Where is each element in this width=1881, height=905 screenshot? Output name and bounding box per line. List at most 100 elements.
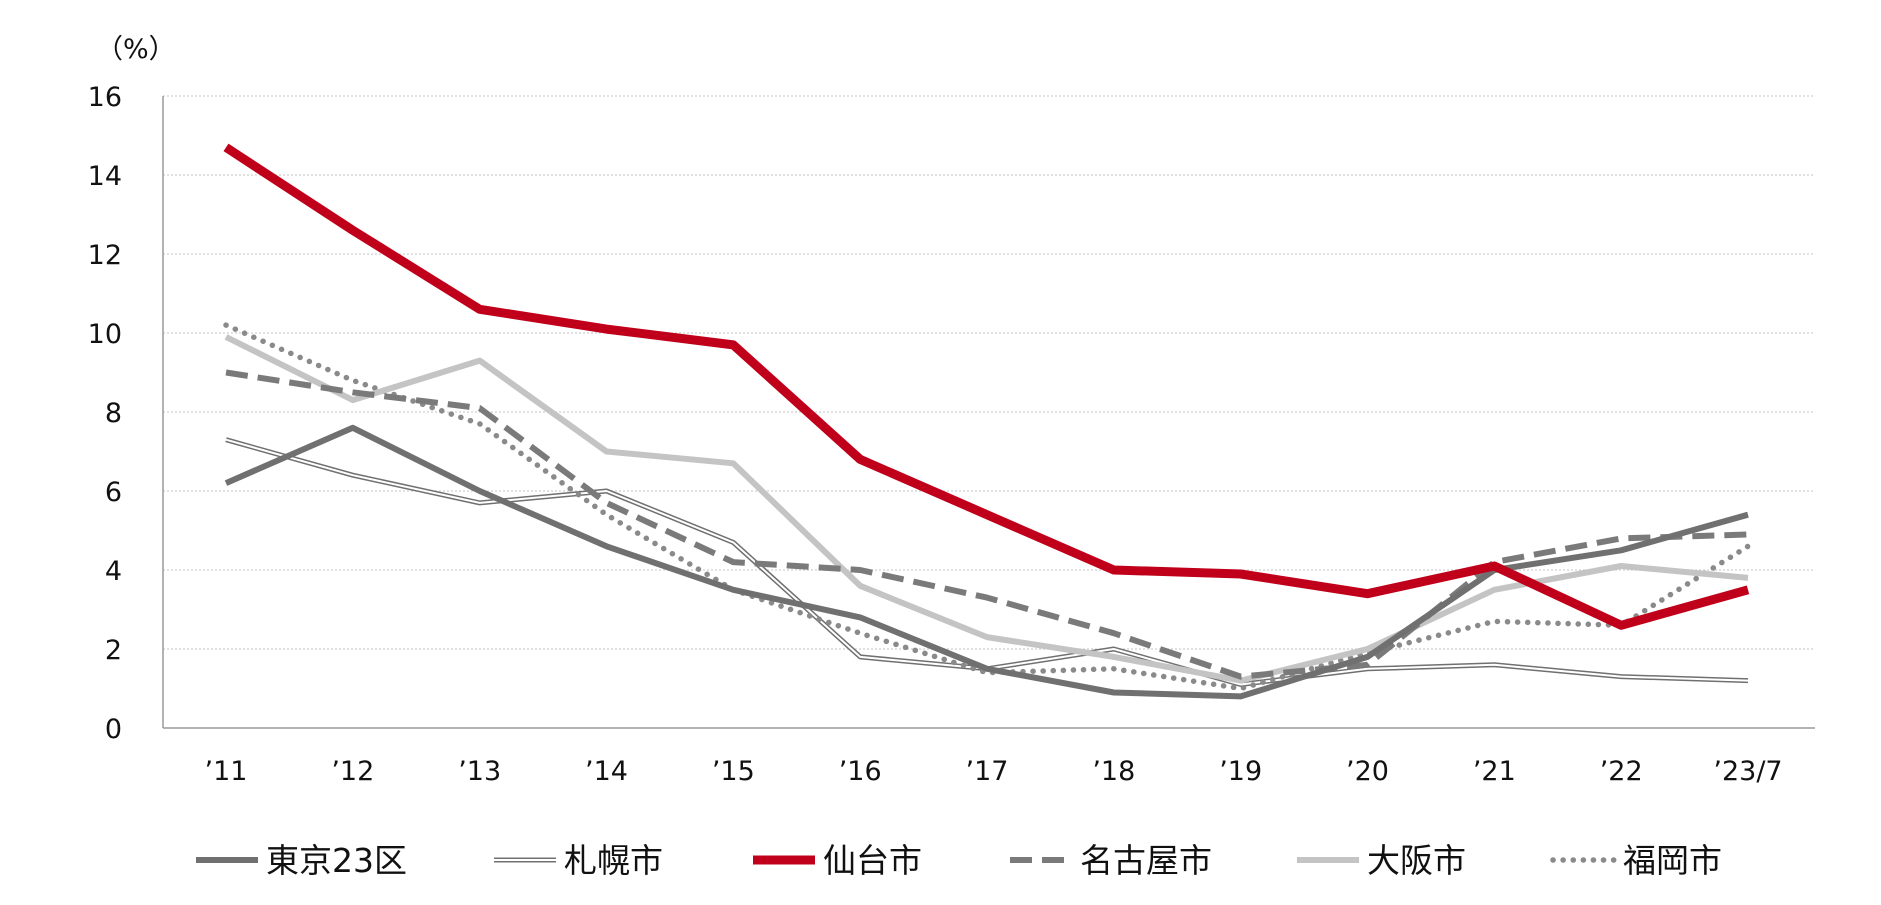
x-tick-label: ’20 [1346,756,1389,787]
y-tick-label: 8 [105,398,122,429]
data-point [1367,664,1369,666]
data-point [479,308,481,310]
legend-label: 東京23区 [266,841,407,880]
y-tick-label: 10 [88,319,122,350]
data-point [1240,688,1242,690]
data-point [606,514,608,516]
x-tick-label: ’21 [1473,756,1516,787]
data-point [1747,577,1749,579]
data-point [225,372,227,374]
y-tick-label: 14 [88,161,122,192]
data-point [479,502,481,504]
data-point [1113,668,1115,670]
data-point [479,407,481,409]
data-point [1367,668,1369,670]
legend: 東京23区 札幌市 仙台市 名古屋市 大阪市 福岡市 [196,841,1722,880]
data-point [1747,545,1749,547]
data-point [352,229,354,231]
series-polyline [223,322,1751,692]
data-point [352,399,354,401]
grid-layer [163,95,1815,650]
y-tick-label: 6 [105,477,122,508]
data-point [1240,573,1242,575]
data-point [606,545,608,547]
data-point [732,462,734,464]
legend-label: 大阪市 [1367,841,1466,880]
data-point [1367,656,1369,658]
data-point [479,423,481,425]
data-point [352,427,354,429]
legend-item: 名古屋市 [1010,841,1212,880]
series-polyline [225,369,1749,680]
data-point [732,344,734,346]
x-tick-label: ’16 [839,756,882,787]
y-tick-label: 0 [105,714,122,745]
data-point [352,379,354,381]
legend-label: 札幌市 [564,841,663,880]
data-point [1620,676,1622,678]
data-point [606,451,608,453]
data-point [1620,537,1622,539]
data-point [1113,632,1115,634]
series-line-2 [223,143,1750,630]
data-point [1747,514,1749,516]
data-point [606,502,608,504]
y-tick-label: 16 [88,82,122,113]
y-tick-label: 12 [88,240,122,271]
series-layer [223,143,1751,700]
series-polyline [223,143,1750,630]
data-point [859,632,861,634]
y-tick-label: 2 [105,635,122,666]
series-line-0 [224,424,1749,700]
data-point [986,514,988,516]
y-axis-unit-label: （%） [96,34,176,65]
x-tick-label: ’19 [1219,756,1262,787]
x-tick-label: ’13 [458,756,501,787]
data-point [1620,549,1622,551]
data-point [352,474,354,476]
data-point [479,360,481,362]
data-point [225,482,227,484]
legend-item: 大阪市 [1297,841,1466,880]
data-point [1113,648,1115,650]
x-tick-label: ’22 [1600,756,1643,787]
data-point [1493,589,1495,591]
data-point [225,336,227,338]
data-point [1113,691,1115,693]
data-point [1620,565,1622,567]
data-point [1747,533,1749,535]
x-tick-label: ’12 [331,756,374,787]
data-point [1493,664,1495,666]
data-point [1113,569,1115,571]
data-point [986,668,988,670]
x-tick-label: ’11 [205,756,248,787]
data-point [1240,684,1242,686]
y-tick-label: 4 [105,556,122,587]
series-line-4 [224,334,1749,684]
data-point [859,458,861,460]
legend-item: 札幌市 [494,841,663,880]
data-point [225,324,227,326]
data-point [986,672,988,674]
axis-layer: 0 2 4 6 8 10 12 14 16 ’11 ’12 ’13 ’14 ’15 ’16 ’17 ’18 ’19… [88,82,1815,787]
data-point [986,636,988,638]
data-point [1493,620,1495,622]
x-tick-label: ’17 [966,756,1009,787]
data-point [225,146,227,148]
legend-item: 東京23区 [196,841,407,880]
x-tick-label: ’23/7 [1713,756,1782,787]
data-point [1367,648,1369,650]
data-point [732,541,734,543]
data-point [1113,656,1115,658]
series-line-5 [223,322,1751,692]
legend-label: 福岡市 [1623,841,1722,880]
legend-item: 福岡市 [1550,841,1722,880]
data-point [732,561,734,563]
data-point [606,328,608,330]
data-point [352,391,354,393]
x-tick-label: ’14 [585,756,628,787]
data-point [1747,680,1749,682]
x-tick-label: ’18 [1092,756,1135,787]
series-polyline [224,334,1749,684]
